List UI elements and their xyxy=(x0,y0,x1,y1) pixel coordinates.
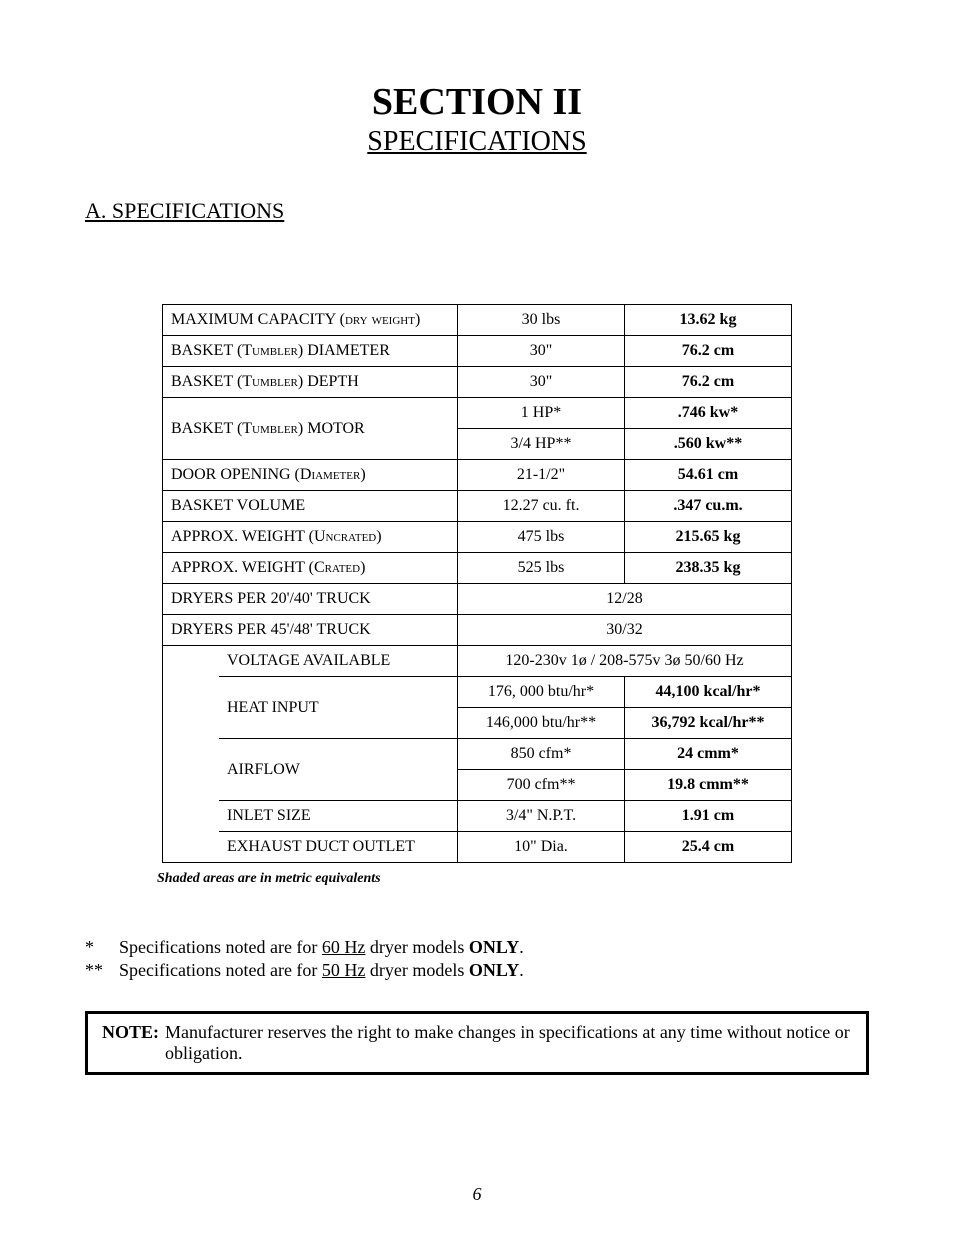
spec-value: 1 HP* xyxy=(458,398,625,429)
table-row: DRYERS PER 20'/40' TRUCK12/28 xyxy=(163,584,792,615)
table-row: HEAT INPUT176, 000 btu/hr*44,100 kcal/hr… xyxy=(163,677,792,708)
spec-metric: .746 kw* xyxy=(625,398,792,429)
note-box: NOTE: Manufacturer reserves the right to… xyxy=(85,1011,869,1075)
spec-value: 30 lbs xyxy=(458,305,625,336)
spec-value: 10" Dia. xyxy=(458,832,625,863)
spec-value: 12.27 cu. ft. xyxy=(458,491,625,522)
footnote-60hz: *Specifications noted are for 60 Hz drye… xyxy=(85,937,869,958)
spec-metric: 238.35 kg xyxy=(625,553,792,584)
spec-label: BASKET (Tumbler) DEPTH xyxy=(163,367,458,398)
spec-value: 30" xyxy=(458,367,625,398)
table-caption: Shaded areas are in metric equivalents xyxy=(157,871,869,887)
page: SECTION II SPECIFICATIONS A. SPECIFICATI… xyxy=(0,0,954,1235)
spec-label: INLET SIZE xyxy=(219,801,458,832)
footnote-50hz: **Specifications noted are for 50 Hz dry… xyxy=(85,960,869,981)
note-label: NOTE: xyxy=(102,1022,159,1064)
table-row: APPROX. WEIGHT (Crated)525 lbs238.35 kg xyxy=(163,553,792,584)
spec-value: 3/4 HP** xyxy=(458,429,625,460)
spec-value: 176, 000 btu/hr* xyxy=(458,677,625,708)
table-row: EXHAUST DUCT OUTLET10" Dia.25.4 cm xyxy=(163,832,792,863)
spec-label: MAXIMUM CAPACITY (dry weight) xyxy=(163,305,458,336)
page-number: 6 xyxy=(0,1184,954,1205)
note-body: Manufacturer reserves the right to make … xyxy=(165,1022,852,1064)
spec-metric: .560 kw** xyxy=(625,429,792,460)
table-row: BASKET (Tumbler) DIAMETER30"76.2 cm xyxy=(163,336,792,367)
spec-label: APPROX. WEIGHT (Crated) xyxy=(163,553,458,584)
spec-table: MAXIMUM CAPACITY (dry weight)30 lbs13.62… xyxy=(162,304,792,863)
spec-metric: 44,100 kcal/hr* xyxy=(625,677,792,708)
spec-label: BASKET (Tumbler) MOTOR xyxy=(163,398,458,460)
spec-label: BASKET (Tumbler) DIAMETER xyxy=(163,336,458,367)
spec-metric: 54.61 cm xyxy=(625,460,792,491)
table-row: APPROX. WEIGHT (Uncrated)475 lbs215.65 k… xyxy=(163,522,792,553)
section-title: SECTION II xyxy=(85,80,869,124)
spec-metric: 76.2 cm xyxy=(625,367,792,398)
spec-label: DRYERS PER 20'/40' TRUCK xyxy=(163,584,458,615)
spec-value: 525 lbs xyxy=(458,553,625,584)
spec-label: EXHAUST DUCT OUTLET xyxy=(219,832,458,863)
spec-label: BASKET VOLUME xyxy=(163,491,458,522)
spec-metric: 24 cmm* xyxy=(625,739,792,770)
spec-label: AIRFLOW xyxy=(219,739,458,801)
table-row: BASKET (Tumbler) MOTOR1 HP*.746 kw* xyxy=(163,398,792,429)
spec-value: 850 cfm* xyxy=(458,739,625,770)
spec-label: DRYERS PER 45'/48' TRUCK xyxy=(163,615,458,646)
spec-value: 120-230v 1ø / 208-575v 3ø 50/60 Hz xyxy=(458,646,792,677)
spec-metric: 1.91 cm xyxy=(625,801,792,832)
spec-metric: 13.62 kg xyxy=(625,305,792,336)
spec-metric: 19.8 cmm** xyxy=(625,770,792,801)
spec-value: 12/28 xyxy=(458,584,792,615)
spec-metric: 36,792 kcal/hr** xyxy=(625,708,792,739)
spec-value: 30/32 xyxy=(458,615,792,646)
spec-metric: 215.65 kg xyxy=(625,522,792,553)
table-row: BASKET VOLUME12.27 cu. ft..347 cu.m. xyxy=(163,491,792,522)
heading-a: A. SPECIFICATIONS xyxy=(85,198,869,224)
spec-value: 21-1/2" xyxy=(458,460,625,491)
spec-label: APPROX. WEIGHT (Uncrated) xyxy=(163,522,458,553)
spec-value: 30" xyxy=(458,336,625,367)
spec-value: 475 lbs xyxy=(458,522,625,553)
table-row: DRYERS PER 45'/48' TRUCK30/32 xyxy=(163,615,792,646)
spec-label: DOOR OPENING (Diameter) xyxy=(163,460,458,491)
indent-spacer xyxy=(163,646,220,863)
table-row: MAXIMUM CAPACITY (dry weight)30 lbs13.62… xyxy=(163,305,792,336)
spec-metric: .347 cu.m. xyxy=(625,491,792,522)
spec-label: VOLTAGE AVAILABLE xyxy=(219,646,458,677)
spec-value: 3/4" N.P.T. xyxy=(458,801,625,832)
table-row: VOLTAGE AVAILABLE120-230v 1ø / 208-575v … xyxy=(163,646,792,677)
table-row: BASKET (Tumbler) DEPTH30"76.2 cm xyxy=(163,367,792,398)
section-subtitle: SPECIFICATIONS xyxy=(85,126,869,158)
spec-value: 700 cfm** xyxy=(458,770,625,801)
table-row: DOOR OPENING (Diameter)21-1/2"54.61 cm xyxy=(163,460,792,491)
spec-value: 146,000 btu/hr** xyxy=(458,708,625,739)
spec-label: HEAT INPUT xyxy=(219,677,458,739)
spec-metric: 76.2 cm xyxy=(625,336,792,367)
table-row: AIRFLOW850 cfm*24 cmm* xyxy=(163,739,792,770)
table-row: INLET SIZE3/4" N.P.T.1.91 cm xyxy=(163,801,792,832)
footnotes: *Specifications noted are for 60 Hz drye… xyxy=(85,937,869,981)
spec-metric: 25.4 cm xyxy=(625,832,792,863)
